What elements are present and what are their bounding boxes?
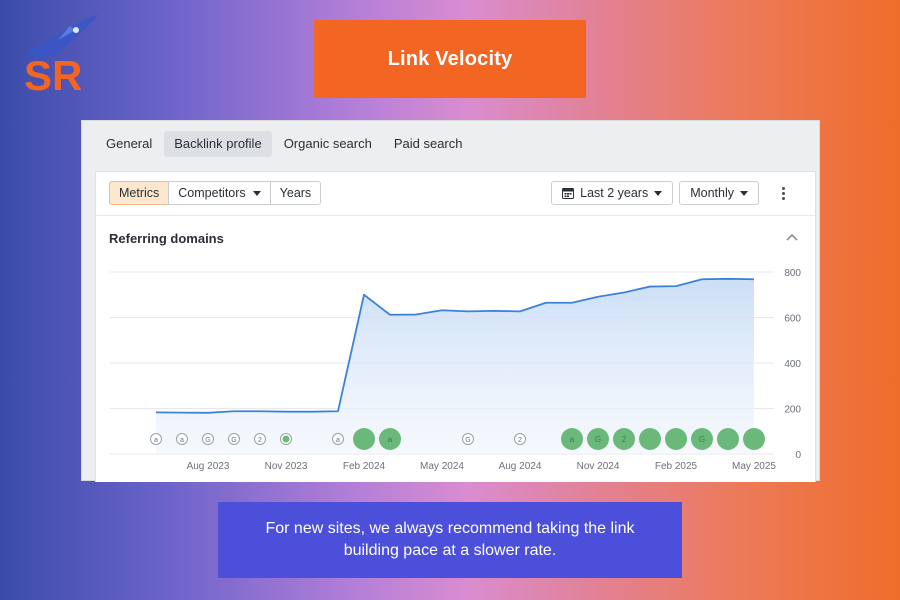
annotation-marker-label: G	[205, 437, 210, 444]
y-tick-label: 400	[784, 359, 801, 370]
annotation-marker	[379, 428, 401, 450]
x-tick-label: Nov 2023	[265, 461, 308, 472]
annotation-marker	[353, 428, 375, 450]
annotation-marker	[176, 433, 188, 445]
page-title: Link Velocity	[314, 20, 586, 98]
caret-down-icon	[252, 190, 261, 196]
annotation-marker-label: 2	[518, 437, 522, 444]
x-tick-label: Feb 2024	[343, 461, 386, 472]
annotation-marker	[228, 433, 240, 445]
annotation-marker	[743, 428, 765, 450]
competitors-dropdown-label: Competitors	[178, 186, 246, 200]
annotation-marker-label: a	[336, 437, 340, 444]
annotation-marker-label: G	[595, 435, 601, 444]
annotation-marker	[717, 428, 739, 450]
report-panel: General Backlink profile Organic search …	[81, 120, 820, 482]
caret-down-icon	[654, 190, 663, 196]
toolbar-divider	[96, 215, 815, 216]
metrics-toggle[interactable]: Metrics	[109, 181, 170, 205]
annotation-marker-label: G	[231, 437, 236, 444]
chart-controls: Last 2 years Monthly	[551, 181, 793, 205]
annotation-marker-label: a	[388, 435, 393, 444]
annotation-marker	[639, 428, 661, 450]
annotation-marker-label: a	[180, 437, 184, 444]
annotation-marker-label: a	[154, 437, 158, 444]
date-range-label: Last 2 years	[580, 186, 649, 200]
y-tick-label: 600	[784, 314, 801, 325]
tab-organic-search[interactable]: Organic search	[283, 136, 372, 151]
metrics-toggle-label: Metrics	[119, 186, 160, 200]
rocket-icon: SR	[19, 14, 98, 99]
annotation-marker-dot	[282, 435, 290, 443]
annotation-marker-label: 2	[258, 437, 262, 444]
x-tick-label: Aug 2024	[499, 461, 542, 472]
annotation-marker	[561, 428, 583, 450]
annotation-marker	[332, 433, 344, 445]
brand-logo: SR	[18, 10, 108, 99]
chevron-up-icon[interactable]	[783, 230, 801, 246]
section-title: Referring domains	[109, 231, 224, 246]
annotation-marker	[254, 433, 266, 445]
annotation-marker	[691, 428, 713, 450]
annotation-marker	[665, 428, 687, 450]
annotation-marker	[587, 428, 609, 450]
annotation-marker-label: G	[465, 437, 470, 444]
date-range-select[interactable]: Last 2 years	[551, 181, 674, 205]
y-tick-label: 0	[795, 450, 801, 461]
years-toggle[interactable]: Years	[269, 181, 322, 205]
tab-paid-search[interactable]: Paid search	[393, 136, 463, 151]
kebab-menu-icon[interactable]	[773, 181, 793, 205]
annotation-marker	[150, 433, 162, 445]
y-tick-label: 800	[784, 268, 801, 279]
y-tick-label: 200	[784, 405, 801, 416]
metric-toggle-group: Metrics Competitors Years	[109, 181, 322, 205]
series-area	[156, 278, 754, 454]
tab-general[interactable]: General	[106, 136, 153, 151]
caret-down-icon	[740, 190, 748, 196]
x-tick-label: Nov 2024	[577, 461, 620, 472]
annotation-marker-label: 2	[622, 435, 627, 444]
years-toggle-label: Years	[279, 186, 312, 200]
calendar-icon	[562, 188, 575, 199]
tab-backlink-profile[interactable]: Backlink profile	[164, 131, 272, 157]
x-tick-label: Aug 2023	[187, 461, 230, 472]
x-tick-label: May 2025	[732, 461, 776, 472]
report-tabs: General Backlink profile Organic search …	[96, 131, 473, 157]
recommendation-note: For new sites, we always recommend takin…	[218, 502, 682, 578]
interval-select[interactable]: Monthly	[679, 181, 759, 205]
annotation-marker	[613, 428, 635, 450]
competitors-dropdown[interactable]: Competitors	[168, 181, 271, 205]
x-tick-label: May 2024	[420, 461, 464, 472]
x-tick-label: Feb 2025	[655, 461, 698, 472]
annotation-marker	[514, 433, 526, 445]
annotation-marker	[462, 433, 474, 445]
referring-domains-chart: 0 200 400 600 800 a a G G 2 a a G 2 a G 2 G Aug 2023 Nov 20…	[110, 268, 801, 472]
annotation-marker-label: G	[699, 435, 705, 444]
series-line	[155, 277, 755, 414]
annotation-marker	[202, 433, 214, 445]
logo-text: SR	[24, 52, 82, 95]
interval-label: Monthly	[690, 186, 734, 200]
annotation-marker-label: a	[570, 435, 575, 444]
referring-domains-card: Metrics Competitors Years Last 2 years	[95, 171, 816, 482]
